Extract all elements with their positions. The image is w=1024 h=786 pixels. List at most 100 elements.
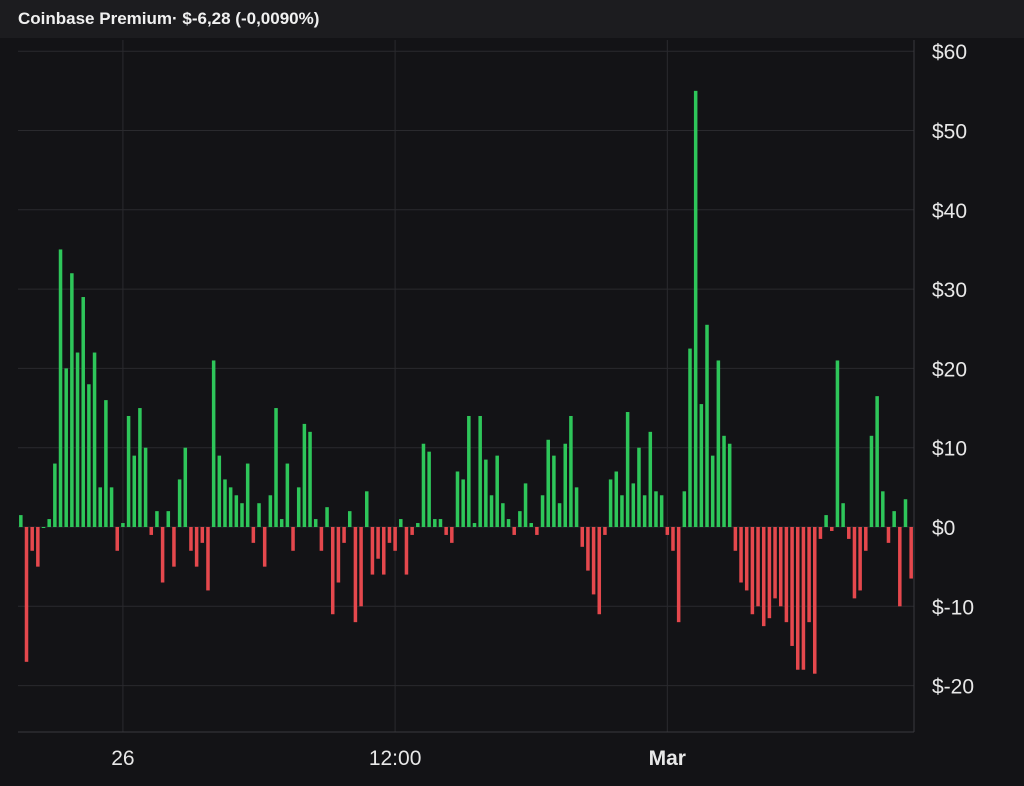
bar-positive[interactable] (438, 519, 443, 527)
bar-positive[interactable] (138, 408, 142, 527)
bar-negative[interactable] (767, 527, 772, 619)
bar-positive[interactable] (81, 297, 85, 527)
bar-positive[interactable] (824, 515, 828, 527)
bar-negative[interactable] (591, 527, 596, 595)
bar-positive[interactable] (325, 507, 329, 527)
bar-positive[interactable] (506, 519, 511, 527)
bar-positive[interactable] (41, 527, 46, 528)
bar-positive[interactable] (489, 495, 494, 527)
bar-positive[interactable] (155, 511, 159, 527)
bar-positive[interactable] (461, 479, 465, 527)
bar-positive[interactable] (682, 491, 687, 527)
bar-positive[interactable] (648, 431, 653, 527)
bar-positive[interactable] (540, 495, 545, 527)
bar-positive[interactable] (529, 523, 533, 527)
bar-positive[interactable] (495, 455, 499, 527)
bar-positive[interactable] (87, 384, 91, 527)
bar-positive[interactable] (620, 495, 624, 527)
bar-negative[interactable] (382, 527, 386, 575)
bar-negative[interactable] (586, 527, 590, 571)
bar-negative[interactable] (813, 527, 817, 674)
bar-negative[interactable] (319, 527, 324, 551)
bar-positive[interactable] (501, 503, 505, 527)
bar-negative[interactable] (342, 527, 346, 543)
bar-positive[interactable] (53, 463, 57, 527)
bar-positive[interactable] (75, 352, 80, 527)
bar-negative[interactable] (790, 527, 794, 646)
bar-positive[interactable] (257, 503, 261, 527)
bar-negative[interactable] (359, 527, 363, 607)
bar-positive[interactable] (699, 404, 704, 527)
bar-negative[interactable] (535, 527, 539, 535)
bar-negative[interactable] (512, 527, 516, 535)
bar-negative[interactable] (149, 527, 154, 535)
bar-negative[interactable] (864, 527, 868, 551)
bar-negative[interactable] (858, 527, 862, 591)
bar-positive[interactable] (143, 447, 148, 527)
bar-positive[interactable] (240, 503, 244, 527)
bar-positive[interactable] (308, 431, 312, 527)
bar-positive[interactable] (557, 503, 562, 527)
bar-negative[interactable] (761, 527, 766, 627)
bar-positive[interactable] (268, 495, 273, 527)
bar-positive[interactable] (563, 443, 567, 527)
bar-positive[interactable] (614, 471, 619, 527)
bar-negative[interactable] (773, 527, 777, 599)
bar-positive[interactable] (875, 396, 879, 527)
bar-positive[interactable] (166, 511, 171, 527)
bar-positive[interactable] (104, 400, 108, 527)
bar-negative[interactable] (370, 527, 375, 575)
bar-positive[interactable] (608, 479, 613, 527)
bar-negative[interactable] (172, 527, 176, 567)
bar-negative[interactable] (898, 527, 902, 607)
bar-negative[interactable] (778, 527, 783, 607)
bar-positive[interactable] (841, 503, 845, 527)
bar-negative[interactable] (801, 527, 806, 670)
bar-positive[interactable] (70, 273, 74, 527)
bar-positive[interactable] (365, 491, 369, 527)
bar-positive[interactable] (132, 455, 137, 527)
bar-negative[interactable] (750, 527, 755, 615)
bar-positive[interactable] (467, 415, 471, 527)
bar-positive[interactable] (710, 455, 715, 527)
bar-positive[interactable] (484, 459, 488, 527)
bar-negative[interactable] (353, 527, 358, 623)
bar-negative[interactable] (909, 527, 913, 579)
bar-positive[interactable] (313, 519, 318, 527)
bar-positive[interactable] (693, 90, 698, 527)
bar-negative[interactable] (665, 527, 670, 535)
bar-negative[interactable] (744, 527, 749, 591)
bar-positive[interactable] (296, 487, 301, 527)
bar-negative[interactable] (676, 527, 681, 623)
bar-negative[interactable] (597, 527, 602, 615)
bar-positive[interactable] (574, 487, 579, 527)
bar-negative[interactable] (450, 527, 454, 543)
bar-negative[interactable] (847, 527, 851, 539)
bar-negative[interactable] (115, 527, 119, 551)
bar-negative[interactable] (262, 527, 267, 567)
bar-positive[interactable] (688, 348, 692, 527)
bar-negative[interactable] (393, 527, 397, 551)
bar-negative[interactable] (330, 527, 335, 615)
bar-positive[interactable] (177, 479, 182, 527)
bar-positive[interactable] (716, 360, 721, 527)
bar-positive[interactable] (903, 499, 908, 527)
bar-positive[interactable] (64, 368, 68, 527)
bar-negative[interactable] (24, 527, 29, 662)
bar-positive[interactable] (659, 495, 664, 527)
bar-negative[interactable] (807, 527, 811, 623)
bar-positive[interactable] (58, 249, 63, 527)
bar-positive[interactable] (631, 483, 636, 527)
bar-negative[interactable] (784, 527, 789, 623)
bar-positive[interactable] (835, 360, 840, 527)
bar-positive[interactable] (625, 412, 630, 527)
bar-positive[interactable] (47, 519, 51, 527)
bar-negative[interactable] (189, 527, 193, 551)
bar-negative[interactable] (795, 527, 800, 670)
bar-positive[interactable] (109, 487, 114, 527)
bar-positive[interactable] (546, 439, 550, 527)
bar-positive[interactable] (302, 423, 307, 527)
bar-positive[interactable] (279, 519, 284, 527)
bar-negative[interactable] (376, 527, 380, 559)
bar-negative[interactable] (336, 527, 341, 583)
